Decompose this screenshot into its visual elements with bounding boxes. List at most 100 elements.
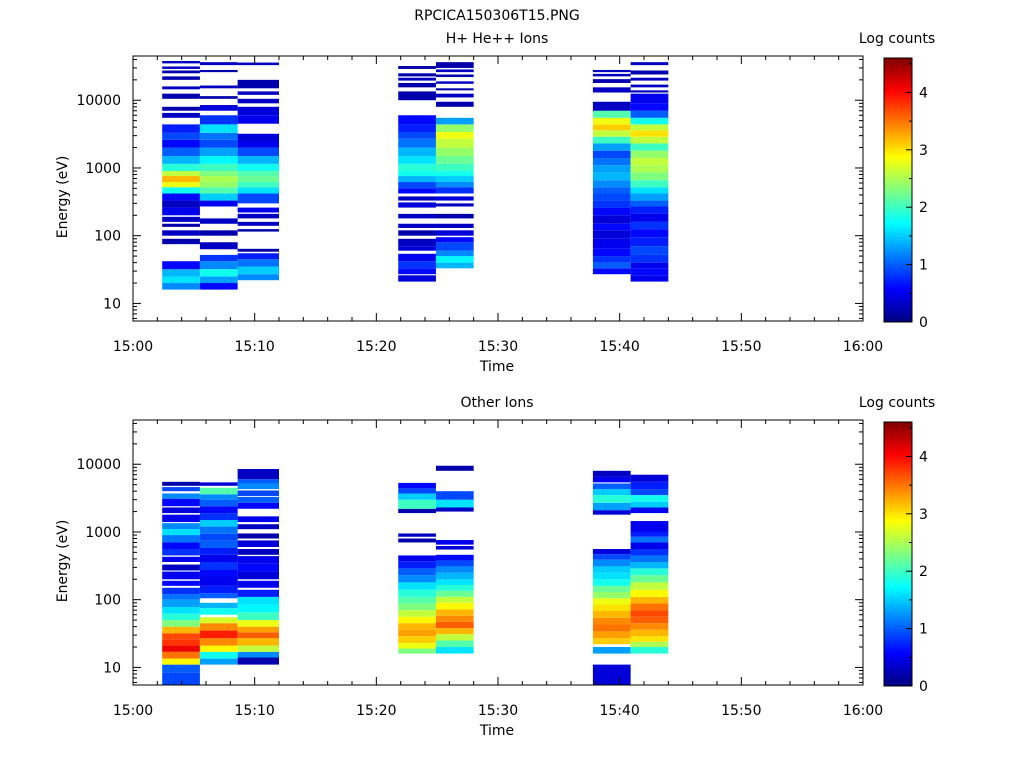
heatmap-cell: [630, 610, 669, 617]
heatmap-cell: [435, 187, 474, 194]
heatmap-cell: [630, 275, 669, 282]
heatmap-cell: [435, 250, 474, 257]
heatmap-cell: [630, 582, 669, 590]
heatmap-cell: [592, 69, 631, 73]
heatmap-cell: [199, 506, 238, 514]
heatmap-cell: [630, 562, 669, 569]
heatmap-cells: [162, 60, 669, 290]
heatmap-cell: [435, 223, 474, 228]
heatmap-cell: [630, 158, 669, 166]
heatmap-cell: [398, 246, 436, 251]
heatmap-cell: [237, 253, 279, 260]
heatmap-cell: [592, 172, 631, 181]
heatmap-cell: [398, 642, 436, 649]
heatmap-cell: [199, 658, 238, 665]
heatmap-cell: [398, 538, 436, 543]
heatmap-cell: [630, 62, 669, 66]
heatmap-cell: [237, 274, 279, 281]
heatmap-cell: [630, 629, 669, 637]
x-tick-label: 15:00: [113, 703, 153, 719]
heatmap-cell: [630, 117, 669, 125]
heatmap-cell: [199, 630, 238, 639]
heatmap-cell: [435, 256, 474, 263]
heatmap-cell: [237, 141, 279, 148]
heatmap-cell: [398, 156, 436, 164]
heatmap-cell: [630, 531, 669, 537]
heatmap-cell: [237, 589, 279, 597]
heatmap-cell: [398, 623, 436, 630]
heatmap-cell: [398, 182, 436, 189]
heatmap-cell: [630, 489, 669, 496]
heatmap-cell: [630, 603, 669, 611]
heatmap-cell: [162, 216, 200, 222]
heatmap-cell: [435, 203, 474, 207]
heatmap-cell: [592, 223, 631, 231]
heatmap-cell: [162, 66, 200, 69]
heatmap-cell: [199, 269, 238, 277]
heatmap-cell: [398, 603, 436, 611]
x-tick-label: 15:10: [234, 703, 274, 719]
heatmap-cell: [398, 629, 436, 637]
heatmap-cell: [162, 238, 200, 245]
heatmap-cell: [162, 86, 200, 90]
heatmap-cell: [630, 536, 669, 543]
heatmap-cell: [199, 176, 238, 183]
figure-title: RPCICA150306T15.PNG: [414, 8, 579, 24]
y-tick-label: 10000: [76, 457, 121, 473]
heatmap-cell: [237, 171, 279, 177]
heatmap-cell: [162, 193, 200, 201]
heatmap-cell: [592, 549, 631, 555]
heatmap-cell: [398, 568, 436, 576]
x-tick-label: 15:40: [599, 703, 639, 719]
heatmap-cell: [592, 566, 631, 573]
heatmap-cell: [630, 481, 669, 490]
heatmap-cell: [435, 584, 474, 591]
heatmap-cell: [398, 482, 436, 489]
heatmap-cell: [435, 566, 474, 573]
heatmap-cell: [162, 147, 200, 157]
heatmap-cell: [592, 617, 631, 625]
heatmap-cell: [435, 101, 474, 107]
heatmap-cell: [199, 193, 238, 201]
heatmap-cell: [162, 481, 200, 486]
colorbar-scale: [883, 421, 913, 687]
heatmap-cell: [592, 136, 631, 144]
heatmap-cell: [162, 487, 200, 492]
heatmap-cell: [398, 66, 436, 69]
x-tick-label: 15:20: [356, 339, 396, 355]
heatmap-cell: [162, 587, 200, 595]
heatmap-cell: [398, 555, 436, 562]
heatmap-cell: [398, 533, 436, 537]
heatmap-cell: [592, 124, 631, 131]
heatmap-cell: [237, 62, 279, 66]
heatmap-cell: [435, 491, 474, 500]
heatmap-cell: [237, 638, 279, 646]
heatmap-cell: [435, 465, 474, 471]
heatmap-cell: [592, 624, 631, 632]
heatmap-cell: [630, 213, 669, 222]
panel-other-ions: Other Ions Log counts Energy (eV) Time 1…: [55, 395, 935, 739]
heatmap-cell: [237, 516, 279, 523]
colorbar-tick-label: 2: [919, 564, 928, 580]
heatmap-cell: [435, 640, 474, 648]
heatmap-cell: [199, 499, 238, 507]
colorbar-scale: [883, 57, 913, 323]
heatmap-cell: [162, 542, 200, 550]
heatmap-cell: [592, 150, 631, 159]
heatmap-cell: [398, 91, 436, 101]
heatmap-cell: [630, 90, 669, 93]
heatmap-cell: [162, 187, 200, 194]
heatmap-cell: [162, 139, 200, 148]
heatmap-cell: [592, 559, 631, 567]
heatmap-cell: [162, 200, 200, 208]
heatmap-cell: [398, 196, 436, 201]
heatmap-cell: [398, 73, 436, 77]
y-axis-label: Energy (eV): [55, 520, 71, 603]
heatmap-cell: [237, 651, 279, 658]
x-tick-label: 15:10: [234, 339, 274, 355]
heatmap-cell: [630, 568, 669, 576]
colorbar-label: Log counts: [859, 395, 935, 411]
heatmap-cell: [199, 593, 238, 599]
heatmap-cell: [630, 641, 669, 648]
